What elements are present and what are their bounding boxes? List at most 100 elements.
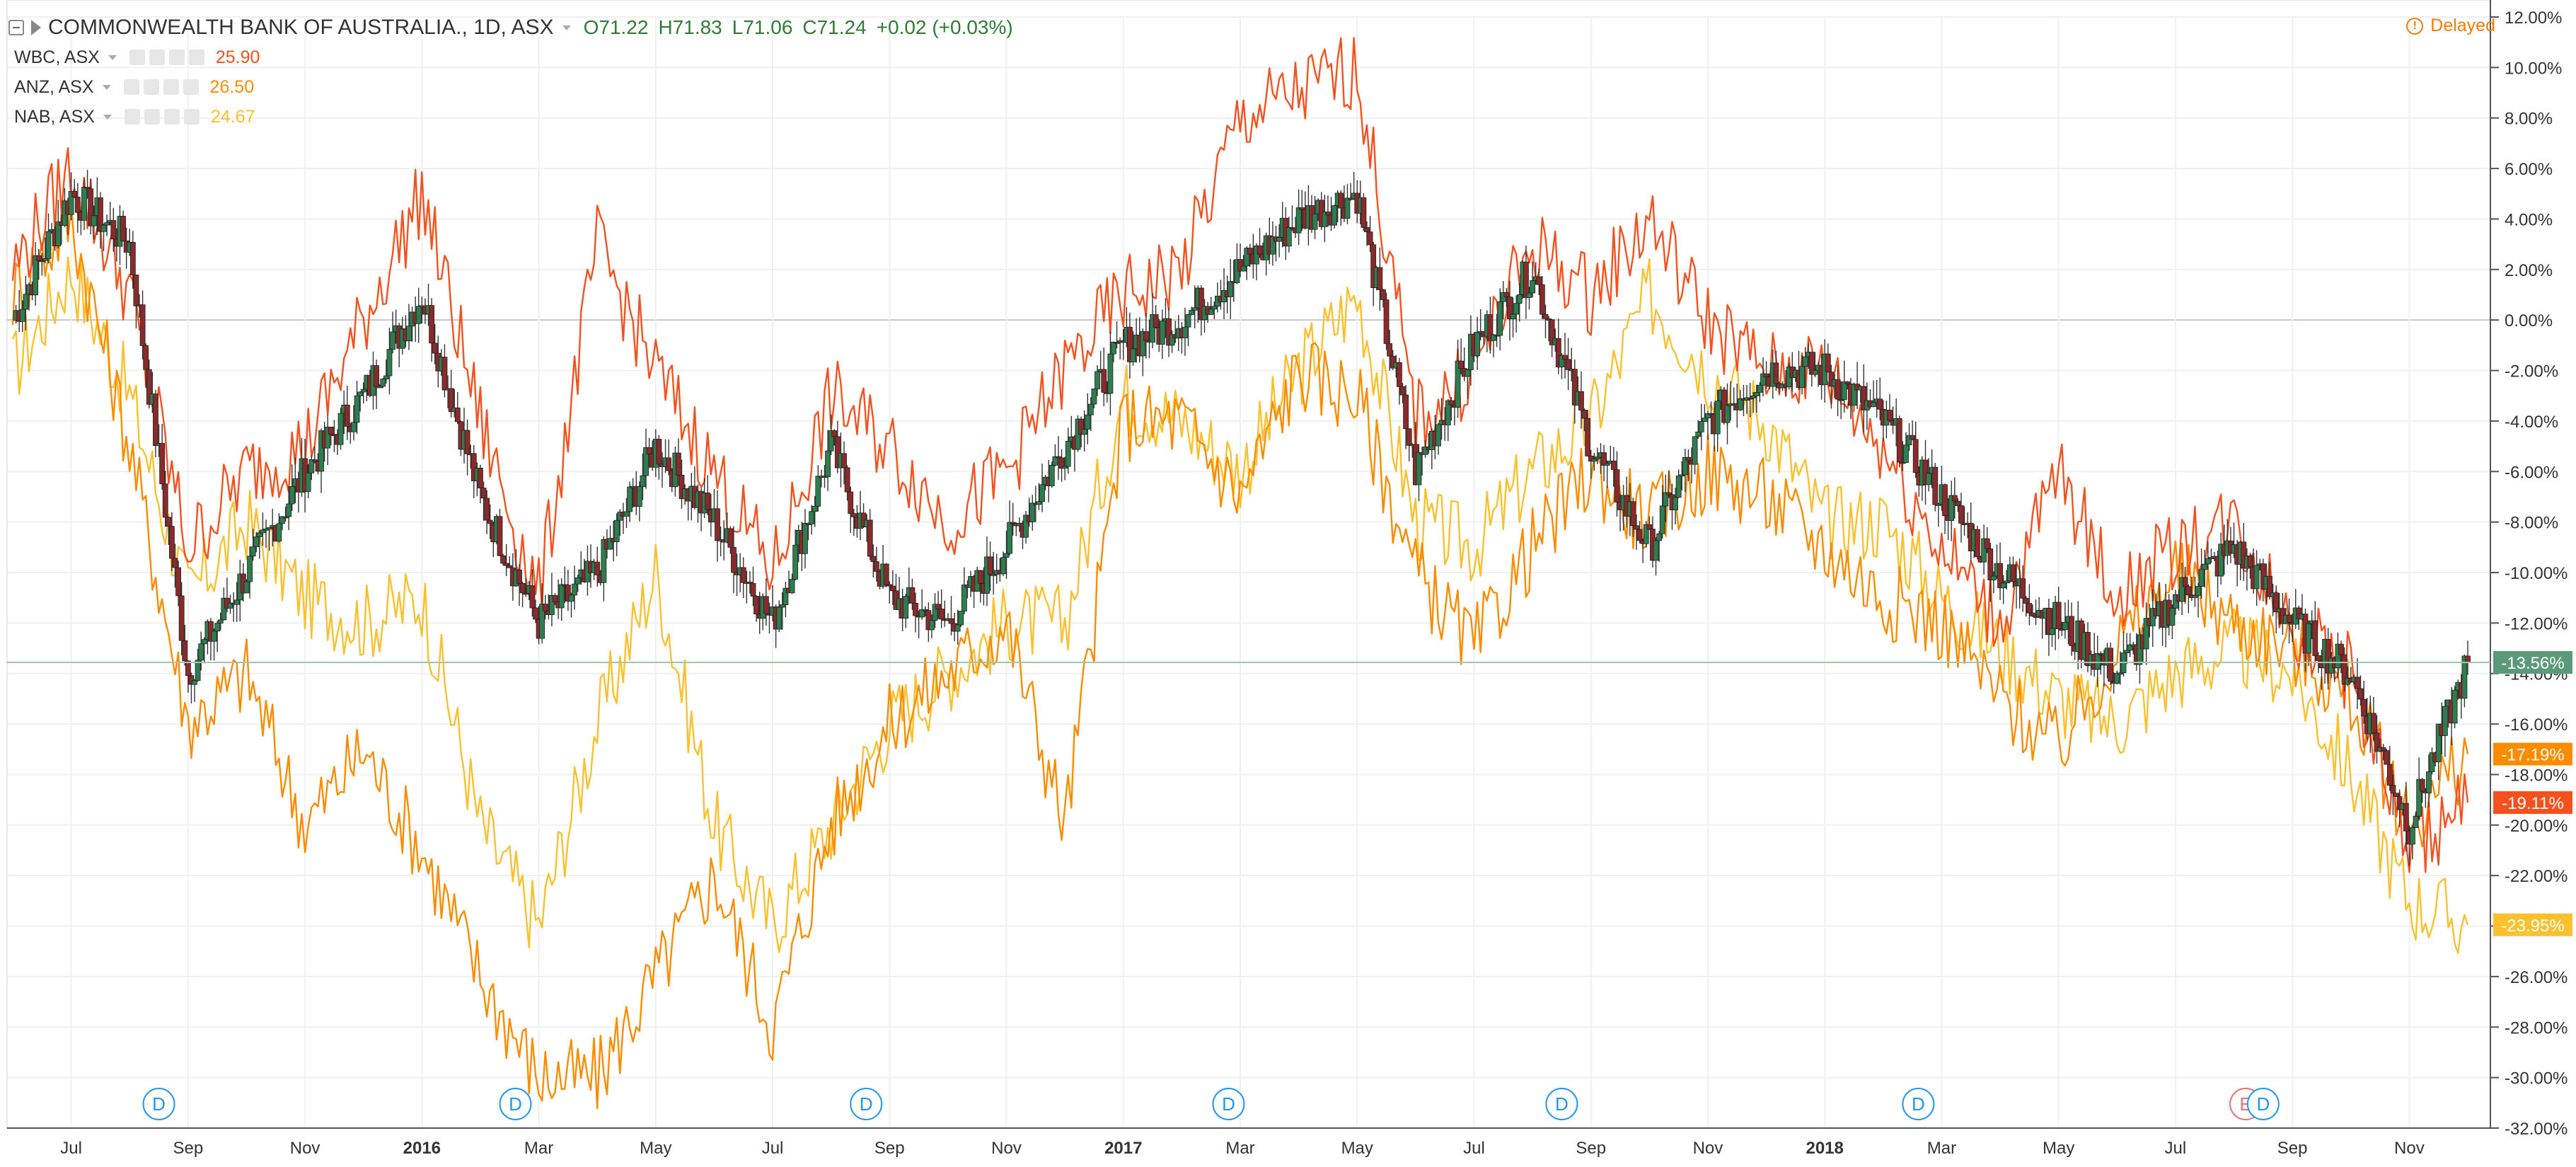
candle-body[interactable] <box>2195 586 2201 596</box>
candle-body[interactable] <box>328 426 334 435</box>
candle-body[interactable] <box>279 516 285 524</box>
candle-body[interactable] <box>2198 569 2205 587</box>
candle-body[interactable] <box>2124 650 2130 654</box>
candle-body[interactable] <box>383 375 389 379</box>
candle-body[interactable] <box>2461 655 2468 699</box>
candle-body[interactable] <box>233 599 240 605</box>
event-marker-dividend[interactable] <box>142 1088 175 1120</box>
candle-body[interactable] <box>731 546 737 573</box>
candle-body[interactable] <box>1052 456 1058 466</box>
candle-body[interactable] <box>740 567 746 583</box>
candle-body[interactable] <box>1003 553 1010 558</box>
candle-body[interactable] <box>1397 362 1402 387</box>
candle-body[interactable] <box>558 584 565 609</box>
candle-body[interactable] <box>253 536 260 548</box>
candle-body[interactable] <box>214 623 221 632</box>
candle-body[interactable] <box>1150 314 1155 343</box>
candle-body[interactable] <box>1422 446 1428 455</box>
candle-body[interactable] <box>337 413 344 445</box>
candle-body[interactable] <box>1240 265 1247 272</box>
candle-body[interactable] <box>782 587 789 605</box>
candle-body[interactable] <box>1166 318 1172 346</box>
candle-body[interactable] <box>266 527 272 529</box>
candle-body[interactable] <box>464 430 470 454</box>
candle-body[interactable] <box>1062 466 1068 469</box>
candle-body[interactable] <box>143 345 149 370</box>
candle-body[interactable] <box>1562 355 1568 360</box>
candle-body[interactable] <box>1614 469 1620 502</box>
candle-body[interactable] <box>1997 563 2003 589</box>
candle-body[interactable] <box>2137 634 2143 665</box>
candle-body[interactable] <box>870 556 877 563</box>
candle-body[interactable] <box>1610 461 1617 471</box>
candle-body[interactable] <box>2253 565 2260 590</box>
candle-body[interactable] <box>2451 689 2458 724</box>
eye-icon[interactable] <box>124 109 140 125</box>
candle-body[interactable] <box>1244 248 1250 267</box>
candle-body[interactable] <box>1990 575 1997 580</box>
candle-body[interactable] <box>2062 621 2068 631</box>
candle-body[interactable] <box>2149 608 2156 626</box>
candle-body[interactable] <box>776 607 782 630</box>
candle-body[interactable] <box>507 565 513 568</box>
candle-body[interactable] <box>2390 785 2396 794</box>
candle-body[interactable] <box>2315 655 2321 661</box>
candle-body[interactable] <box>2241 541 2247 569</box>
candle-body[interactable] <box>925 610 932 631</box>
candle-body[interactable] <box>1536 276 1542 285</box>
candle-body[interactable] <box>500 555 506 564</box>
candle-body[interactable] <box>1191 307 1198 311</box>
candle-body[interactable] <box>2108 648 2114 682</box>
candle-body[interactable] <box>919 609 925 618</box>
candle-body[interactable] <box>175 567 181 597</box>
candle-body[interactable] <box>1695 431 1702 437</box>
candle-body[interactable] <box>1659 505 1665 534</box>
series-line-nab[interactable] <box>11 256 2469 955</box>
candle-body[interactable] <box>1364 227 1370 233</box>
candle-body[interactable] <box>1087 403 1094 415</box>
candle-body[interactable] <box>192 680 197 685</box>
candle-body[interactable] <box>1526 292 1532 298</box>
candle-body[interactable] <box>415 306 422 324</box>
candle-body[interactable] <box>1594 456 1600 459</box>
candle-body[interactable] <box>1844 381 1851 384</box>
candle-body[interactable] <box>386 349 393 376</box>
candle-body[interactable] <box>325 426 331 449</box>
candle-body[interactable] <box>2049 628 2055 636</box>
candle-body[interactable] <box>1286 227 1292 247</box>
candle-body[interactable] <box>834 436 841 468</box>
candle-body[interactable] <box>1065 440 1071 467</box>
candle-body[interactable] <box>825 450 831 478</box>
candle-body[interactable] <box>1942 484 1948 517</box>
candle-body[interactable] <box>2273 592 2280 613</box>
event-marker-dividend[interactable] <box>1212 1088 1245 1120</box>
close-icon[interactable] <box>183 79 199 95</box>
candle-body[interactable] <box>883 563 889 585</box>
plus-icon[interactable] <box>163 109 180 125</box>
event-marker-dividend[interactable] <box>499 1088 532 1120</box>
candle-body[interactable] <box>646 447 652 454</box>
candle-body[interactable] <box>503 563 509 566</box>
candle-body[interactable] <box>2429 752 2435 773</box>
candle-body[interactable] <box>656 439 662 464</box>
candle-body[interactable] <box>1825 353 1831 373</box>
series-line-wbc[interactable] <box>11 37 2469 873</box>
compare-symbol-label[interactable]: WBC, ASX <box>14 47 100 67</box>
candle-body[interactable] <box>2094 653 2101 670</box>
candle-body[interactable] <box>1828 372 1835 387</box>
candle-body[interactable] <box>640 475 646 488</box>
candle-body[interactable] <box>120 216 126 241</box>
candle-body[interactable] <box>1753 392 1760 396</box>
flag-icon[interactable] <box>31 20 41 35</box>
candle-body[interactable] <box>1887 410 1893 421</box>
candle-body[interactable] <box>572 583 577 596</box>
candle-body[interactable] <box>1370 244 1377 288</box>
candle-body[interactable] <box>1702 418 1708 422</box>
candle-body[interactable] <box>1760 373 1766 386</box>
candle-body[interactable] <box>594 561 601 575</box>
candle-body[interactable] <box>1237 259 1243 272</box>
candle-body[interactable] <box>1757 384 1763 393</box>
candle-body[interactable] <box>848 491 854 514</box>
candle-body[interactable] <box>1682 456 1688 476</box>
